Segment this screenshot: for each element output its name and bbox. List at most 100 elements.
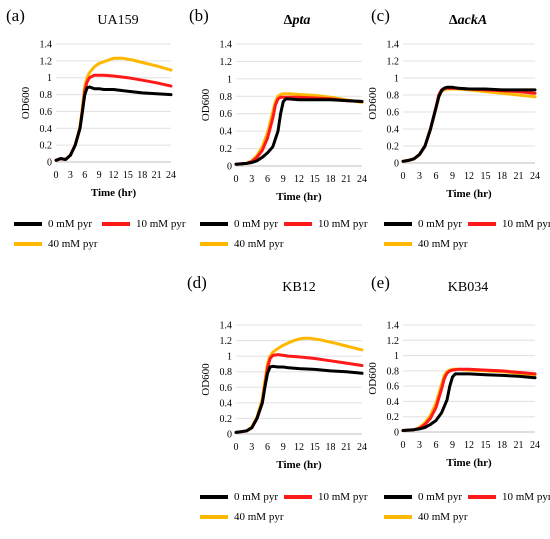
y-axis-label: OD600 [20,86,32,119]
legend-swatch [284,222,312,226]
y-tick-label: 1 [227,74,232,85]
x-tick-label: 21 [341,174,351,185]
legend-swatch [200,222,228,226]
chart-title: ΔackA [449,13,487,28]
legend-swatch [468,495,496,499]
legend-item-0mm: 0 mM pyr [384,491,462,503]
y-tick-label: 1.4 [387,40,400,51]
legend-label: 10 mM pyr [136,218,186,230]
y-tick-label: 0.4 [40,124,53,135]
y-tick-label: 1.2 [387,57,400,68]
x-tick-label: 9 [450,171,455,182]
x-tick-label: 0 [234,442,239,453]
legend-label: 0 mM pyr [234,491,278,503]
legend: 0 mM pyr 10 mM pyr 40 mM pyr [384,218,550,258]
panel-letter: (d) [187,273,207,292]
y-tick-label: 0.4 [220,127,233,138]
y-tick-label: 0.2 [387,412,400,423]
chart-panel-ua159: (a) UA159 0 0.2 0.4 0.6 0.8 1 1.2 1.4 0 3 6 9 12 15 18 2… [0,0,186,270]
x-tick-label: 9 [97,170,102,181]
panel-letter: (e) [371,273,390,292]
series-line-10-mm-pyr [401,367,537,432]
legend-label: 40 mM pyr [48,238,98,250]
y-tick-label: 0 [227,162,232,173]
x-tick-label: 24 [530,171,540,182]
x-tick-label: 12 [109,170,119,181]
x-tick-label: 24 [166,170,176,181]
x-tick-label: 9 [281,442,286,453]
y-tick-label: 0.8 [220,92,233,103]
y-tick-label: 0.4 [220,398,233,409]
legend-label: 40 mM pyr [418,238,468,250]
series-line-0-mm-pyr [401,372,537,432]
x-axis-label: Time (hr) [91,187,137,199]
x-tick-label: 0 [54,170,59,181]
y-tick-label: 0 [394,428,399,439]
x-tick-label: 3 [417,171,422,182]
x-tick-label: 24 [530,440,540,451]
x-tick-label: 18 [326,442,336,453]
legend-swatch [468,222,496,226]
legend-swatch [200,515,228,519]
legend-label: 10 mM pyr [318,218,368,230]
x-tick-label: 12 [294,174,304,185]
y-tick-label: 1 [394,351,399,362]
legend-item-10mm: 10 mM pyr [102,218,186,230]
x-tick-label: 3 [417,440,422,451]
series-line-0-mm-pyr [234,97,364,166]
x-tick-label: 9 [281,174,286,185]
legend-swatch [384,515,412,519]
y-tick-label: 0.8 [387,366,400,377]
y-tick-label: 0.2 [220,414,233,425]
x-axis-label: Time (hr) [276,459,322,471]
legend-swatch [102,222,130,226]
series-line-40-mm-pyr [234,92,364,166]
legend: 0 mM pyr 10 mM pyr 40 mM pyr [200,218,370,258]
x-tick-label: 0 [401,440,406,451]
y-tick-label: 0.2 [40,141,53,152]
chart-title-text: ackA [458,13,488,28]
panel-letter: (b) [189,6,209,25]
legend-swatch [284,495,312,499]
chart-panel-pta: (b) Δpta 0 0.2 0.4 0.6 0.8 1 1.2 1.4 0 3 6 9 12 15 18 21… [184,0,368,270]
x-tick-label: 15 [481,171,491,182]
chart-panel-kb12: (d) KB12 0 0.2 0.4 0.6 0.8 1 1.2 1.4 0 3 6 9 12 15 18 21… [184,267,368,537]
legend-label: 40 mM pyr [418,511,468,523]
legend: 0 mM pyr 10 mM pyr 40 mM pyr [14,218,186,258]
x-tick-label: 21 [341,442,351,453]
legend-item-10mm: 10 mM pyr [284,491,368,503]
y-tick-label: 1 [47,73,52,84]
chart-title-prefix: Δ [284,13,293,28]
x-tick-label: 6 [434,440,439,451]
chart-title: Δpta [284,13,311,28]
y-axis-label: OD600 [200,363,212,396]
y-tick-label: 0.2 [387,142,400,153]
legend-label: 10 mM pyr [318,491,368,503]
series-line-0-mm-pyr [54,85,173,162]
legend-label: 10 mM pyr [502,491,550,503]
legend-item-0mm: 0 mM pyr [14,218,92,230]
x-tick-label: 0 [234,174,239,185]
chart-panel-acka: (c) ΔackA 0 0.2 0.4 0.6 0.8 1 1.2 1.4 0 3 6 9 12 15 18 2… [367,0,550,270]
chart-title-prefix: Δ [449,13,458,28]
x-tick-label: 21 [514,171,524,182]
x-tick-label: 9 [450,440,455,451]
legend-item-0mm: 0 mM pyr [200,218,278,230]
x-tick-label: 12 [294,442,304,453]
series-line-40-mm-pyr [401,367,537,432]
y-tick-label: 0.6 [387,382,400,393]
y-tick-label: 0.4 [387,397,400,408]
x-tick-label: 21 [514,440,524,451]
x-tick-label: 6 [82,170,87,181]
chart-panel-kb034: (e) KB034 0 0.2 0.4 0.6 0.8 1 1.2 1.4 0 3 6 9 12 15 18 2… [367,267,550,537]
legend-label: 40 mM pyr [234,238,284,250]
y-tick-label: 1.2 [40,56,53,67]
legend-label: 0 mM pyr [418,218,462,230]
y-tick-label: 0.4 [387,125,400,136]
legend-label: 10 mM pyr [502,218,550,230]
legend: 0 mM pyr 10 mM pyr 40 mM pyr [384,491,550,531]
x-tick-label: 24 [357,442,367,453]
